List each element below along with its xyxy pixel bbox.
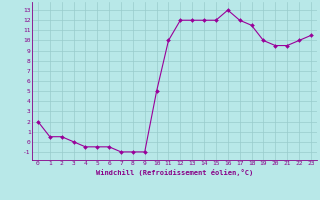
X-axis label: Windchill (Refroidissement éolien,°C): Windchill (Refroidissement éolien,°C) bbox=[96, 169, 253, 176]
